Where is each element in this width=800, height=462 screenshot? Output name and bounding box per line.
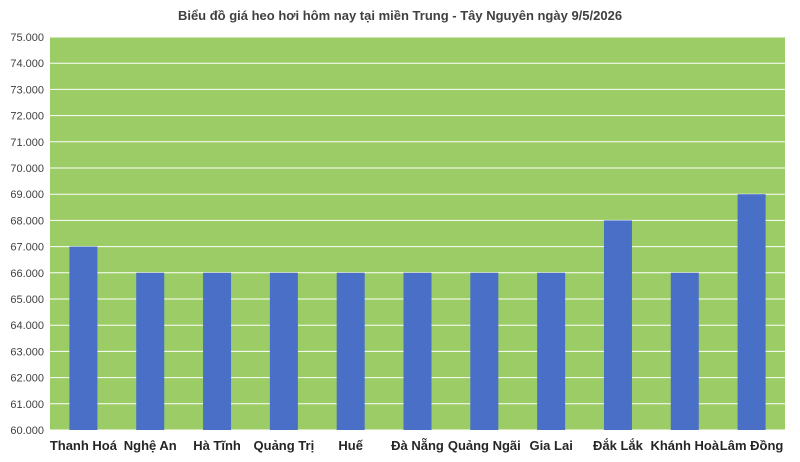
- bar: [670, 272, 699, 430]
- bar: [603, 220, 632, 430]
- bar: [269, 272, 298, 430]
- bar: [737, 194, 766, 430]
- y-tick-label: 60.000: [10, 425, 44, 437]
- y-tick-label: 69.000: [10, 189, 44, 201]
- y-tick-label: 73.000: [10, 84, 44, 96]
- y-tick-label: 66.000: [10, 268, 44, 280]
- bar: [537, 272, 566, 430]
- bar: [203, 272, 232, 430]
- bars: [69, 194, 766, 430]
- y-tick-label: 75.000: [10, 32, 44, 44]
- bar: [69, 246, 98, 430]
- x-tick-label: Đắk Lắk: [593, 438, 644, 453]
- x-tick-label: Khánh Hoà: [650, 438, 719, 453]
- y-tick-label: 64.000: [10, 320, 44, 332]
- x-tick-label: Hà Tĩnh: [193, 438, 241, 453]
- x-tick-label: Quảng Ngãi: [448, 438, 521, 453]
- y-tick-label: 68.000: [10, 215, 44, 227]
- x-tick-label: Gia Lai: [529, 438, 572, 453]
- y-tick-label: 62.000: [10, 373, 44, 385]
- bar: [136, 272, 165, 430]
- y-tick-label: 72.000: [10, 111, 44, 123]
- y-tick-label: 67.000: [10, 242, 44, 254]
- x-tick-label: Thanh Hoá: [50, 438, 118, 453]
- y-tick-label: 74.000: [10, 58, 44, 70]
- y-axis: 60.000 61.000 62.000 63.000 64.000 65.000 66.0…: [10, 32, 44, 437]
- x-tick-label: Lâm Đồng: [720, 438, 784, 453]
- bar: [336, 272, 365, 430]
- x-axis: Thanh Hoá Nghệ An Hà Tĩnh Quảng Trị Huế Đà Nẵ…: [50, 438, 784, 453]
- gridlines: [50, 36, 785, 431]
- x-tick-label: Nghệ An: [124, 438, 177, 453]
- x-tick-label: Quảng Trị: [254, 438, 315, 453]
- y-tick-label: 70.000: [10, 163, 44, 175]
- y-tick-label: 61.000: [10, 399, 44, 411]
- x-tick-label: Đà Nẵng: [391, 438, 444, 453]
- y-tick-label: 63.000: [10, 346, 44, 358]
- y-tick-label: 65.000: [10, 294, 44, 306]
- bar: [403, 272, 432, 430]
- chart-title: Biểu đồ giá heo hơi hôm nay tại miền Tru…: [178, 8, 622, 23]
- x-tick-label: Huế: [338, 438, 363, 453]
- y-tick-label: 71.000: [10, 137, 44, 149]
- bar: [470, 272, 499, 430]
